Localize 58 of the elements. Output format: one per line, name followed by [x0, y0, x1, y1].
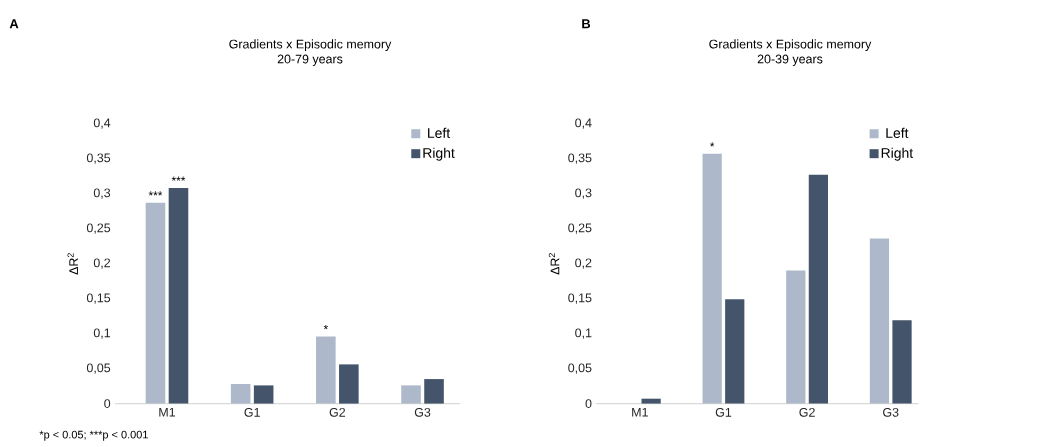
annotation: *: [323, 324, 328, 330]
bar: [869, 238, 890, 404]
y-tick-label: 0,2: [93, 258, 111, 269]
bar: [316, 336, 336, 404]
bar: [339, 364, 359, 404]
x-tick-label: G3: [414, 407, 431, 417]
y-tick-label: 0,4: [575, 118, 592, 129]
y-tick-label: 0: [585, 399, 592, 408]
chart-title: Gradients x Episodic memory: [229, 39, 392, 51]
x-tick-label: G3: [883, 407, 899, 417]
x-tick-label: G2: [329, 407, 346, 417]
y-tick-label: 0,2: [575, 258, 592, 269]
y-tick-label: 0,15: [86, 293, 111, 304]
bar: [892, 320, 912, 404]
y-tick-label: 0,15: [568, 293, 592, 304]
bar: [725, 299, 745, 404]
legend-label: Left: [428, 127, 451, 138]
y-axis-title: ΔR$^{2}$: [67, 253, 78, 275]
bar: [230, 383, 251, 404]
legend-label: Right: [881, 147, 914, 161]
bar: [401, 385, 421, 404]
chart-title: Gradients x Episodic memory: [709, 39, 872, 51]
y-tick-label: 0,1: [93, 328, 111, 339]
y-tick-label: 0,25: [86, 223, 111, 234]
y-tick-label: 0,35: [86, 153, 111, 164]
x-tick-label: M1: [632, 407, 648, 417]
chart-subtitle: 20-79 years: [277, 54, 343, 66]
legend-label: Left: [886, 127, 909, 138]
text: *p < 0.05; ***p < 0.001: [39, 430, 148, 441]
x-tick-label: M1: [159, 407, 176, 417]
y-tick-label: 0,05: [86, 363, 111, 374]
x-tick-label: G2: [799, 407, 815, 417]
annotation: ***: [171, 176, 186, 181]
text: A: [9, 19, 19, 29]
y-tick-label: 0,05: [568, 363, 592, 374]
y-tick-label: 0,1: [575, 328, 592, 339]
y-tick-label: 0,25: [568, 223, 592, 234]
annotation: ***: [148, 191, 163, 196]
x-tick-label: G1: [244, 407, 260, 417]
y-axis-title: ΔR$^{2}$: [548, 253, 560, 275]
y-tick-label: 0,4: [93, 118, 111, 129]
bar: [424, 379, 444, 404]
bar: [145, 202, 166, 404]
bar: [786, 270, 806, 404]
text: B: [582, 19, 591, 29]
y-tick-label: 0: [104, 399, 111, 408]
legend-label: Right: [423, 147, 455, 161]
bar: [641, 398, 661, 404]
bar: [808, 174, 829, 404]
y-tick-label: 0,35: [568, 153, 592, 164]
y-tick-label: 0,3: [93, 188, 111, 199]
chart-subtitle: 20-39 years: [757, 54, 823, 66]
bar: [168, 187, 189, 404]
y-tick-label: 0,3: [575, 188, 592, 199]
bar: [702, 153, 722, 404]
annotation: *: [710, 142, 715, 147]
bar: [253, 385, 274, 404]
x-tick-label: G1: [715, 407, 732, 417]
